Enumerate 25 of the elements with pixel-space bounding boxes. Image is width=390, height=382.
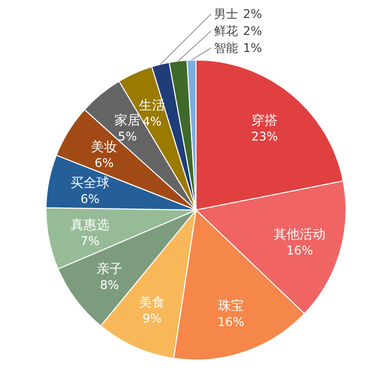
slice-label: 珠宝 [218, 298, 244, 314]
data-label: 1% [243, 41, 262, 55]
data-label: 6% [80, 192, 100, 206]
slice-label: 买全球 [70, 176, 110, 192]
slice-label: 穿搭 [252, 114, 278, 129]
data-label: 5% [118, 130, 137, 144]
data-label: 16% [286, 243, 313, 258]
slice-label: 真惠选 [70, 218, 110, 233]
slice-label: 智能 [214, 41, 238, 55]
slice-label: 美妆 [91, 139, 118, 156]
slice-label: 男士 [214, 7, 238, 21]
data-label: 9% [142, 312, 162, 326]
data-label: 2% [243, 24, 262, 38]
slice-label: 亲子 [96, 262, 123, 277]
data-label: 2% [243, 7, 262, 21]
data-label: 4% [142, 114, 162, 128]
data-label: 16% [218, 315, 244, 330]
slice-label: 其他活动 [274, 227, 326, 242]
data-label: 6% [94, 156, 114, 170]
data-label: 8% [100, 278, 120, 292]
slice-label: 美食 [139, 294, 166, 311]
slice-label: 鲜花 [214, 24, 238, 38]
slice-label: 家居 [114, 112, 140, 129]
data-label: 7% [80, 234, 100, 248]
data-label: 23% [251, 130, 278, 144]
